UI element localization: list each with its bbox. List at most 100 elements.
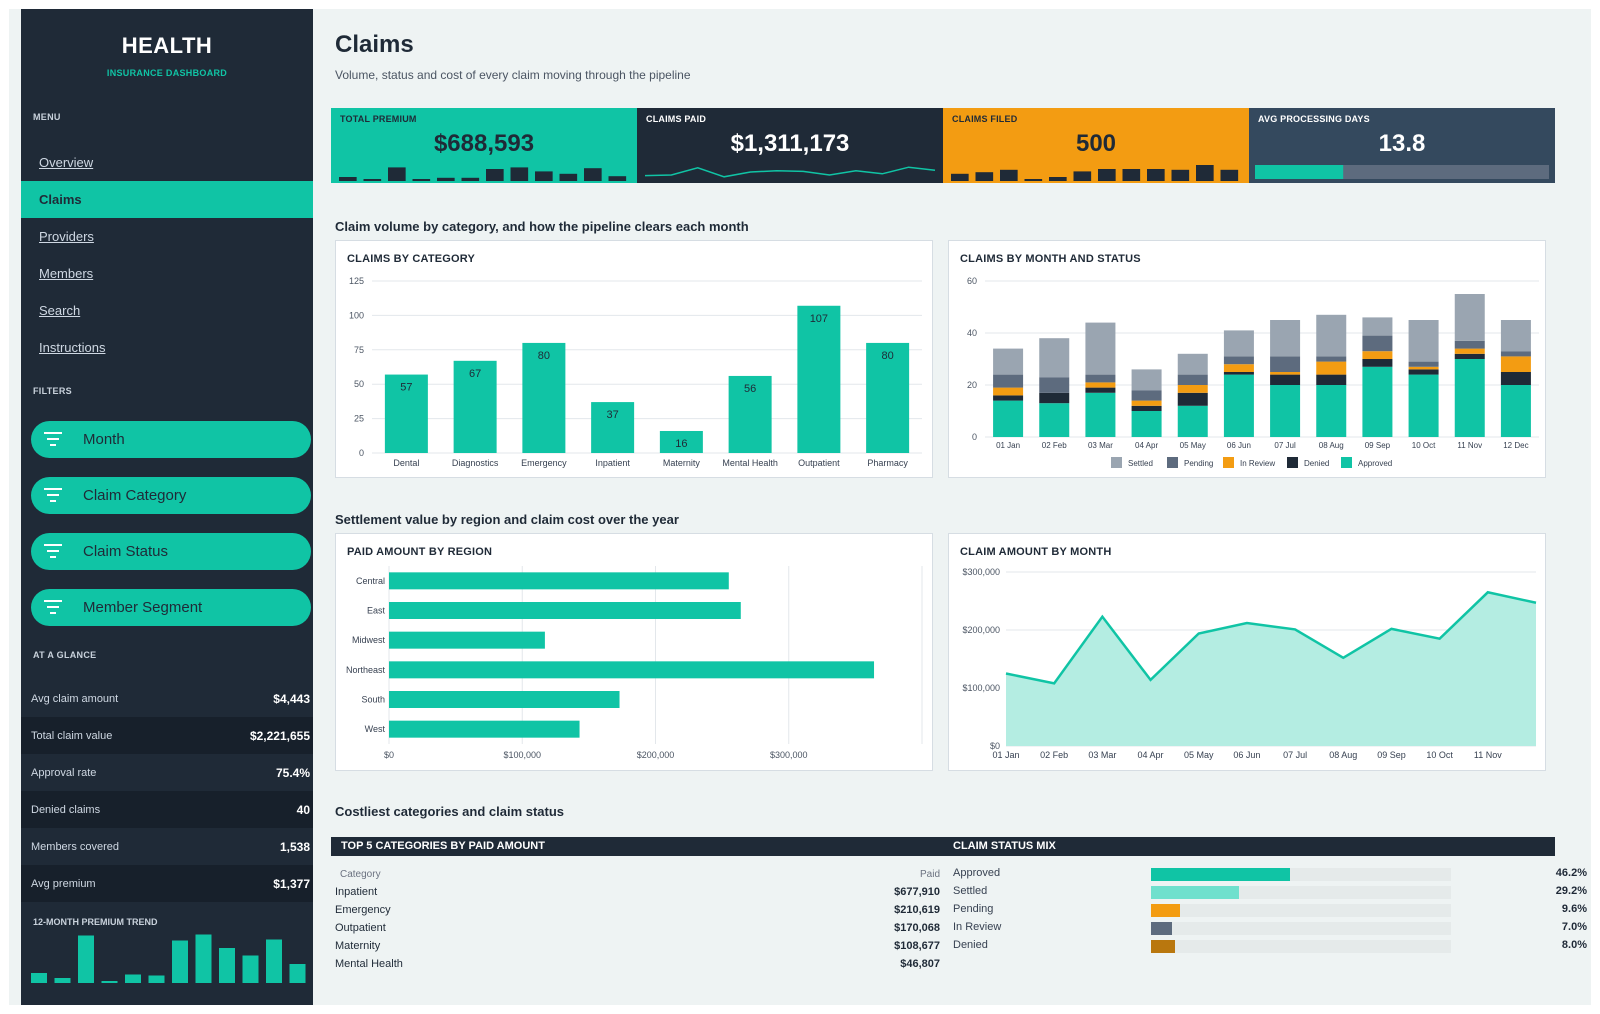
trend-bar xyxy=(101,981,118,983)
y-tick-label: $200,000 xyxy=(962,625,1000,635)
stacked-bar-segment xyxy=(1454,359,1485,437)
x-tick-label: 12 Dec xyxy=(1503,441,1528,450)
top5-column-headers: Category Paid xyxy=(331,869,944,880)
bar xyxy=(389,720,580,738)
nav-members[interactable]: Members xyxy=(39,266,94,281)
chart-card-claims-by-category: CLAIMS BY CATEGORY 0 25 50 75 100 125 57 Dental… xyxy=(335,240,933,478)
filter-claim-category-button[interactable]: Claim Category xyxy=(31,477,311,514)
nav-overview[interactable]: Overview xyxy=(39,155,94,170)
legend-swatch xyxy=(1167,457,1178,468)
data-label: 107 xyxy=(810,313,828,325)
section-title: Costliest categories and claim status xyxy=(335,804,565,819)
data-label: 67 xyxy=(469,368,481,380)
spark-bar xyxy=(339,177,357,181)
x-tick-label: Mental Health xyxy=(722,458,778,468)
trend-bar xyxy=(266,939,282,983)
stacked-bar-segment xyxy=(1085,374,1116,383)
filter-month-button[interactable]: Month xyxy=(31,421,311,458)
trend-bar xyxy=(289,964,306,983)
y-tick-label: 50 xyxy=(354,379,364,389)
x-tick-label: 11 Nov xyxy=(1474,750,1502,760)
x-tick-label: 11 Nov xyxy=(1457,441,1482,450)
spark-bar xyxy=(951,173,969,181)
bar xyxy=(389,602,741,619)
spark-bar xyxy=(608,176,627,181)
row-category: Emergency xyxy=(335,904,391,916)
glance-row: Members covered 1,538 xyxy=(21,828,313,865)
kpi-label: CLAIMS PAID xyxy=(646,114,707,124)
stacked-bar-segment xyxy=(1500,385,1531,437)
stacked-bar-segment xyxy=(1223,374,1254,437)
trend-bar xyxy=(195,934,212,983)
kpi-value: $688,593 xyxy=(433,130,535,157)
x-tick-label: 05 May xyxy=(1180,441,1206,450)
nav-instructions[interactable]: Instructions xyxy=(39,340,106,355)
chart-title: PAID AMOUNT BY REGION xyxy=(347,546,493,558)
stacked-bar-segment xyxy=(1039,338,1070,378)
x-tick-label: 06 Jun xyxy=(1227,441,1251,450)
bar xyxy=(522,342,566,453)
stacked-bar-segment xyxy=(1270,320,1301,357)
filter-icon xyxy=(44,600,62,614)
stacked-bar-segment xyxy=(993,400,1024,437)
status-bar-fill xyxy=(1151,940,1175,953)
kpi-sparkline xyxy=(951,165,1239,181)
bar xyxy=(389,661,875,679)
stacked-bar-segment xyxy=(1454,353,1485,359)
stacked-bar-segment xyxy=(1131,400,1162,406)
x-tick-label: 04 Apr xyxy=(1138,750,1164,760)
stacked-bar-segment xyxy=(1270,372,1301,375)
x-tick-label: 02 Feb xyxy=(1042,441,1067,450)
bar xyxy=(728,375,772,453)
x-tick-label: $100,000 xyxy=(503,750,541,760)
data-label: 56 xyxy=(744,383,756,395)
trend-bar xyxy=(78,935,94,983)
nav-search[interactable]: Search xyxy=(39,303,81,318)
stacked-bar-segment xyxy=(1223,372,1254,375)
status-bar-fill xyxy=(1151,886,1239,899)
stacked-bar-segment xyxy=(1177,374,1208,385)
stacked-bar-segment xyxy=(1085,382,1116,388)
filter-member-segment-button[interactable]: Member Segment xyxy=(31,589,311,626)
chart-card-claims-by-month-status: CLAIMS BY MONTH AND STATUS 0 20 40 60 01 Jan… xyxy=(948,240,1546,478)
kpi-avg-processing-days: AVG PROCESSING DAYS 13.8 xyxy=(1249,108,1555,183)
premium-trend-label: 12-MONTH PREMIUM TREND xyxy=(33,917,158,927)
y-tick-label: West xyxy=(365,724,386,734)
legend-swatch xyxy=(1341,457,1352,468)
stacked-bar-segment xyxy=(1408,374,1439,437)
page-title: Claims xyxy=(335,31,414,58)
y-tick-label: South xyxy=(361,695,385,705)
stacked-bar-segment xyxy=(1270,374,1301,385)
stacked-bar-segment xyxy=(1316,314,1347,357)
chart-title: CLAIM AMOUNT BY MONTH xyxy=(960,546,1112,558)
status-mix-row: In Review 7.0% xyxy=(953,919,1589,937)
nav-claims[interactable]: Claims xyxy=(21,181,313,218)
bar xyxy=(384,374,428,453)
stacked-bar-segment xyxy=(993,395,1024,401)
spark-bar xyxy=(1098,169,1116,181)
status-label: In Review xyxy=(953,921,1002,933)
status-bar-track xyxy=(1151,886,1451,899)
stacked-bar-segment xyxy=(1500,372,1531,385)
nav-providers[interactable]: Providers xyxy=(39,229,94,244)
claim-amount-by-month-chart: $0 $100,000 $200,000 $300,000 01 Jan 02 Feb 03… xyxy=(962,567,1537,760)
filter-claim-status-button[interactable]: Claim Status xyxy=(31,533,311,570)
claims-by-month-status-chart: 0 20 40 60 01 Jan 02 Feb 03 Mar 04 Apr 05 May 06 … xyxy=(967,276,1539,468)
filter-claim-status-label: Claim Status xyxy=(83,543,169,560)
x-tick-label: 09 Sep xyxy=(1377,750,1406,760)
trend-bar xyxy=(31,973,47,983)
trend-bar xyxy=(54,978,71,983)
filter-icon xyxy=(44,544,62,558)
spark-bar xyxy=(1171,169,1190,181)
data-label: 80 xyxy=(882,350,894,362)
status-bar-track xyxy=(1151,868,1451,881)
y-tick-label: 60 xyxy=(967,276,977,286)
section-title: Settlement value by region and claim cos… xyxy=(335,512,679,527)
filter-claim-category-label: Claim Category xyxy=(83,487,187,504)
series-line xyxy=(1005,590,1537,685)
legend-label: Settled xyxy=(1128,459,1153,468)
y-tick-label: 125 xyxy=(349,276,364,286)
spark-bar xyxy=(975,172,994,181)
stacked-bar-segment xyxy=(1039,377,1070,393)
spark-line xyxy=(644,166,936,178)
